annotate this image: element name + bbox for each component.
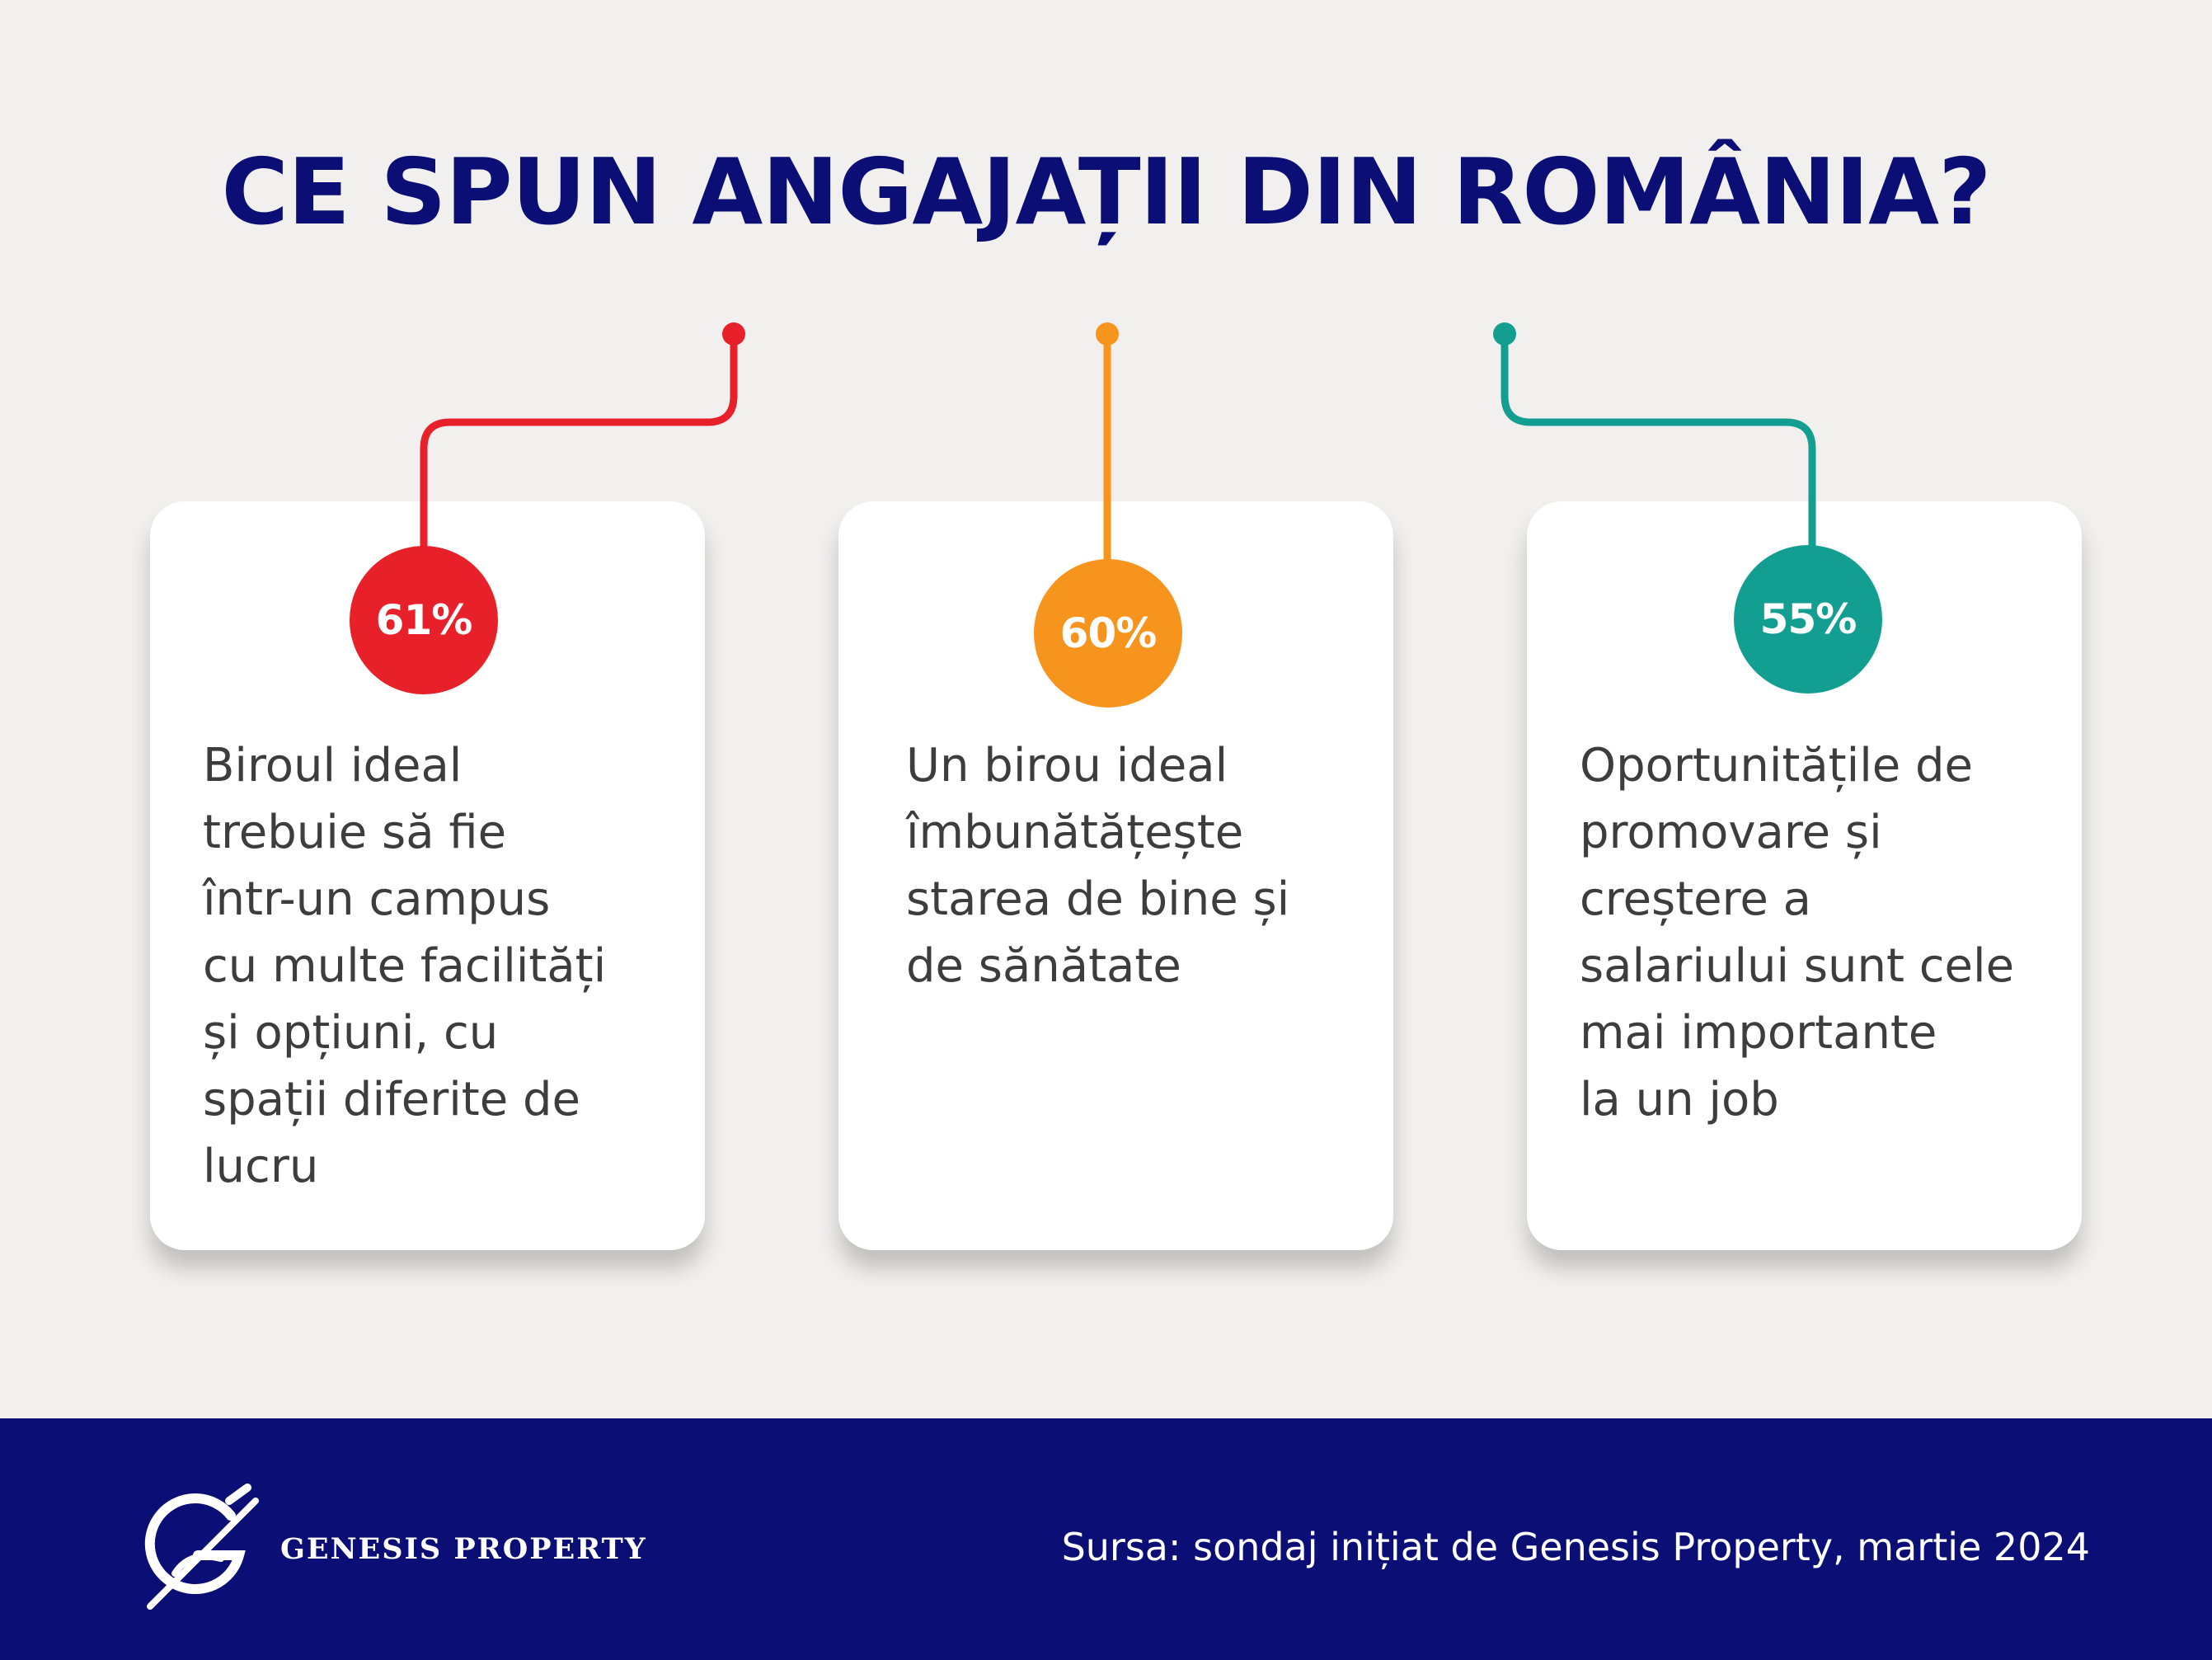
percent-badge: 55%	[1734, 545, 1882, 694]
stat-card-wellbeing: 60% Un birou ideal îmbunătățește starea …	[838, 501, 1393, 1250]
connector-dot-red	[722, 322, 745, 346]
connector-dot-orange	[1096, 322, 1119, 346]
percent-badge: 60%	[1034, 559, 1182, 708]
connector-dot-teal	[1493, 322, 1516, 346]
card-text: Oportunitățile de promovare și creștere …	[1580, 739, 2015, 1126]
genesis-logo-icon	[144, 1484, 259, 1610]
stat-card-promotion: 55% Oportunitățile de promovare și creșt…	[1527, 501, 2082, 1250]
percent-badge: 61%	[350, 546, 498, 694]
brand-name: GENESIS PROPERTY	[280, 1532, 647, 1566]
footer-bar: GENESIS PROPERTY Sursa: sondaj inițiat d…	[0, 1418, 2212, 1660]
page-title: CE SPUN ANGAJAȚII DIN ROMÂNIA?	[221, 139, 1992, 246]
connector-line-teal	[1500, 330, 1816, 581]
stat-card-campus: 61% Biroul ideal trebuie să fie într-un …	[150, 501, 705, 1250]
source-note: Sursa: sondaj inițiat de Genesis Propert…	[1061, 1525, 2090, 1569]
card-text: Biroul ideal trebuie să fie într-un camp…	[203, 739, 607, 1193]
connector-line-red	[420, 330, 738, 581]
card-text: Un birou ideal îmbunătățește starea de b…	[906, 739, 1290, 993]
